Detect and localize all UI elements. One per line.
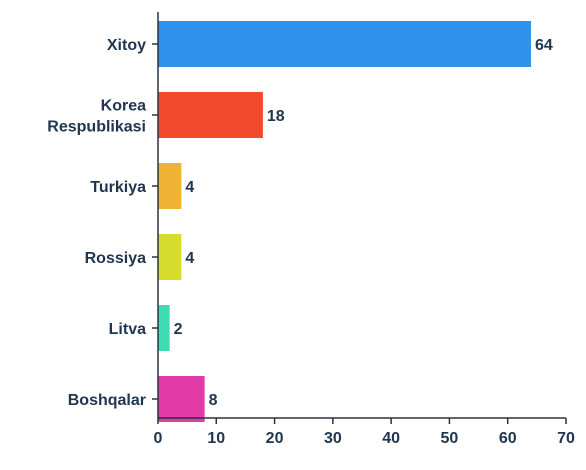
x-tick-label-50: 50	[441, 430, 459, 447]
category-label-2-line-2: Respublikasi	[47, 119, 146, 136]
x-tick-label-20: 20	[266, 430, 284, 447]
axis-layer	[152, 12, 567, 424]
value-label-3: 4	[185, 179, 194, 196]
value-label-1: 64	[535, 37, 553, 54]
x-tick-label-70: 70	[557, 430, 575, 447]
x-tick-label-40: 40	[382, 430, 400, 447]
x-tick-label-0: 0	[154, 430, 163, 447]
labels-layer: 64 Xitoy 18 Korea Respublikasi 4 Turkiya 4 Rossi…	[47, 37, 575, 447]
bars-layer	[158, 21, 532, 422]
x-tick-label-30: 30	[324, 430, 342, 447]
category-label-4: Rossiya	[85, 250, 146, 267]
value-label-4: 4	[185, 250, 194, 267]
bar-5	[158, 305, 170, 351]
bar-6	[158, 376, 205, 422]
x-tick-label-10: 10	[207, 430, 225, 447]
value-label-6: 8	[209, 392, 218, 409]
bar-1	[158, 21, 532, 67]
category-label-5: Litva	[109, 321, 146, 338]
x-tick-label-60: 60	[499, 430, 517, 447]
bar-4	[158, 234, 182, 280]
bar-3	[158, 163, 182, 209]
category-label-3: Turkiya	[90, 179, 146, 196]
category-label-2-line-1: Korea	[101, 98, 146, 115]
bar-2	[158, 92, 263, 138]
category-label-1: Xitoy	[107, 37, 146, 54]
value-label-5: 2	[174, 321, 183, 338]
category-label-6: Boshqalar	[68, 392, 146, 409]
value-label-2: 18	[267, 108, 285, 125]
